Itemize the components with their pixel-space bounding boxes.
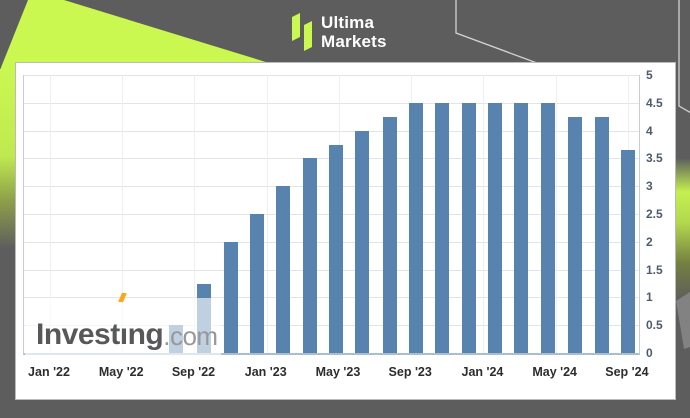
corner-triangle xyxy=(0,0,28,9)
ultima-markets-logo-icon xyxy=(292,13,312,51)
bottom-right-wedge xyxy=(676,292,690,349)
bar xyxy=(567,116,582,353)
y-axis-label: 3.5 xyxy=(646,151,663,166)
x-axis-label: Sep '24 xyxy=(605,365,649,379)
x-axis-label: Jan '22 xyxy=(28,365,70,379)
bar xyxy=(329,144,344,353)
watermark-i: ı xyxy=(117,292,128,351)
watermark-suffix: .com xyxy=(163,321,218,351)
lime-wedge xyxy=(0,0,292,70)
x-axis-label: Sep '22 xyxy=(171,365,216,379)
gridline-vertical xyxy=(50,75,51,353)
plot-area xyxy=(23,75,640,355)
y-axis-label: 5 xyxy=(646,68,653,82)
watermark-text: Investı ng xyxy=(36,292,164,351)
bar xyxy=(275,186,290,353)
y-axis-label: 0 xyxy=(646,346,653,360)
right-lime-blob xyxy=(675,158,690,328)
outline-shape-left xyxy=(455,0,538,64)
brand-name: Ultima Markets xyxy=(321,13,387,53)
bar xyxy=(620,150,635,353)
x-axis-label: May '22 xyxy=(98,365,144,379)
chart-panel: 0 0.5 1 1.5 2 2.5 3 3.5 4 4.5 5 Jan '22 May '22 Sep … xyxy=(15,62,676,400)
bar xyxy=(355,130,370,353)
brand-name-line2: Markets xyxy=(321,32,387,51)
bar xyxy=(461,102,476,353)
gridline-horizontal xyxy=(24,130,639,132)
bar xyxy=(594,116,609,353)
gridline-vertical xyxy=(194,75,196,353)
bar xyxy=(249,214,264,353)
gridline-horizontal xyxy=(24,102,639,104)
y-axis-label: 1.5 xyxy=(646,262,663,277)
gridline-vertical xyxy=(555,75,557,353)
bar xyxy=(541,102,556,353)
x-axis-label: Jan '24 xyxy=(461,365,504,379)
y-axis-label: 4.5 xyxy=(646,95,663,110)
gridline-horizontal xyxy=(24,75,639,76)
y-axis: 0 0.5 1 1.5 2 2.5 3 3.5 4 4.5 5 xyxy=(646,68,686,360)
y-axis-label: 1 xyxy=(646,290,653,305)
gridline-vertical xyxy=(266,75,268,353)
x-axis-label: May '24 xyxy=(532,365,578,379)
ultima-markets-logo: Ultima Markets xyxy=(290,11,387,53)
x-axis: Jan '22 May '22 Sep '22 Jan '23 May '23 Sep '… xyxy=(23,365,648,383)
bar xyxy=(303,158,318,353)
outline-shape-right xyxy=(678,0,690,114)
gridline-vertical xyxy=(483,75,485,353)
x-axis-label: May '23 xyxy=(315,365,361,379)
watermark-part1: Invest xyxy=(36,318,120,351)
y-axis-label: 3 xyxy=(646,179,653,194)
y-axis-label: 4 xyxy=(646,123,653,138)
x-axis-label: Jan '23 xyxy=(244,365,287,379)
gridline-vertical xyxy=(122,75,124,353)
bar xyxy=(514,102,529,353)
watermark-part2: ı xyxy=(119,318,128,351)
bar xyxy=(434,102,449,353)
watermark-part3: ng xyxy=(127,318,164,351)
brand-name-line1: Ultima xyxy=(321,13,375,32)
investing-watermark: Investı ng .com xyxy=(25,292,221,355)
bar xyxy=(408,102,423,353)
x-axis-label: Sep '23 xyxy=(388,365,432,379)
left-lime-strip xyxy=(0,69,15,359)
bar xyxy=(488,102,503,353)
y-axis-label: 2.5 xyxy=(646,207,663,221)
bar xyxy=(223,241,238,353)
bar xyxy=(382,116,397,353)
y-axis-label: 2 xyxy=(646,234,653,249)
y-axis-label: 0.5 xyxy=(646,318,663,333)
